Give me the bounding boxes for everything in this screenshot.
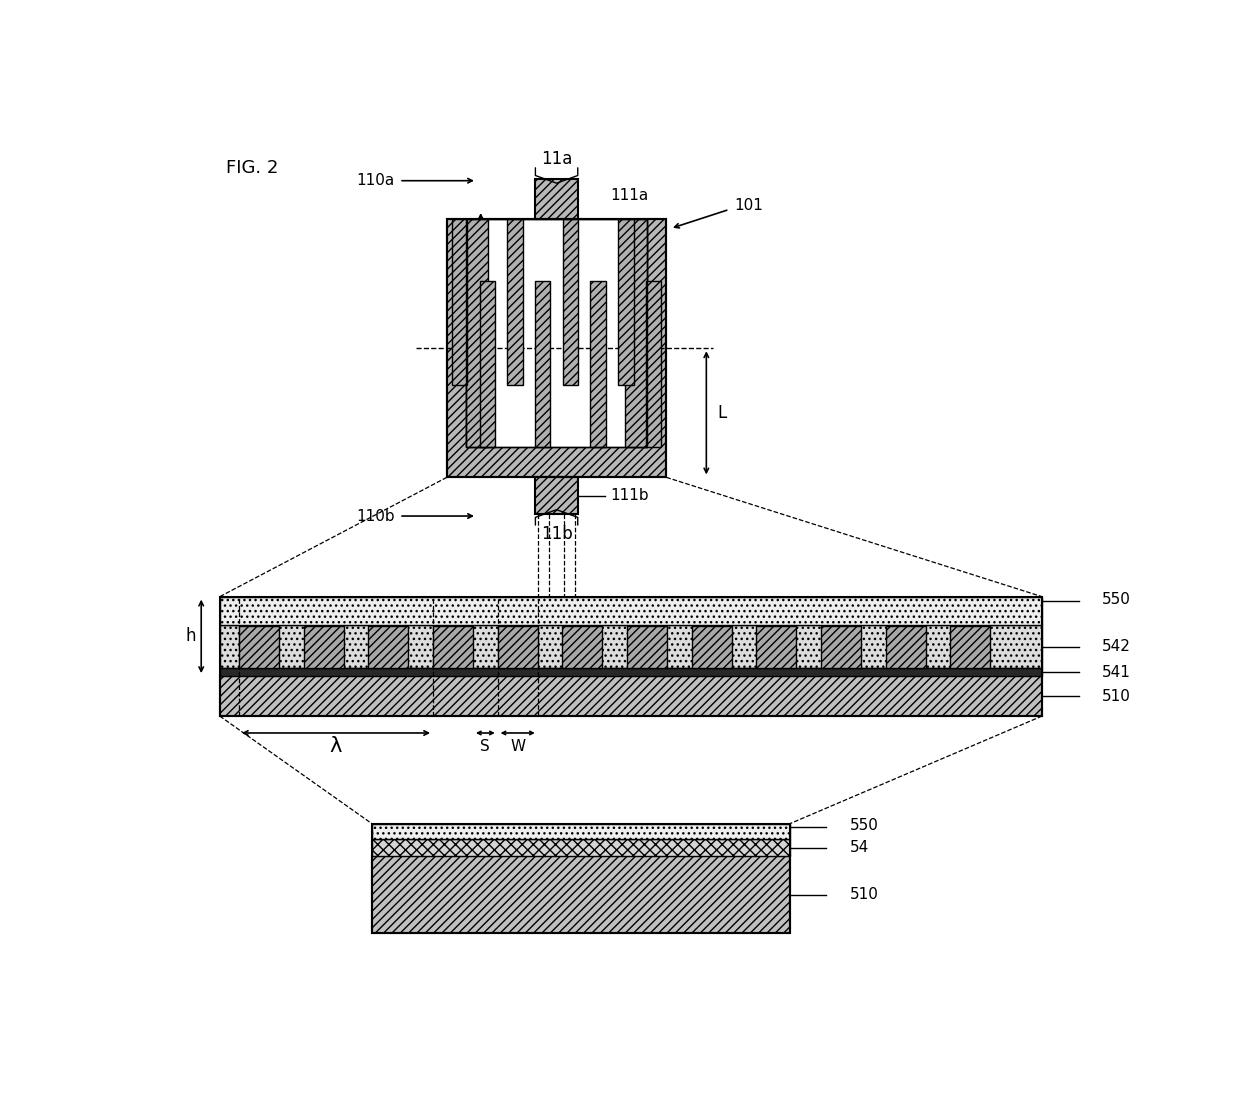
Bar bbox=[372, 839, 790, 856]
Text: 111a: 111a bbox=[610, 189, 649, 203]
Bar bbox=[625, 220, 647, 446]
Text: λ: λ bbox=[330, 737, 342, 756]
Bar bbox=[219, 668, 1042, 676]
Text: 510: 510 bbox=[1102, 689, 1131, 703]
Text: 550: 550 bbox=[849, 818, 878, 833]
Bar bbox=[446, 220, 666, 478]
Bar bbox=[219, 597, 1042, 625]
Bar bbox=[619, 220, 634, 385]
Bar bbox=[534, 281, 551, 446]
Bar bbox=[885, 626, 926, 667]
Text: S: S bbox=[480, 739, 490, 753]
Text: 101: 101 bbox=[734, 198, 763, 213]
Text: 542: 542 bbox=[1102, 639, 1131, 654]
Text: 11b: 11b bbox=[541, 526, 573, 543]
Bar bbox=[590, 281, 606, 446]
Bar bbox=[219, 597, 1042, 716]
Bar bbox=[372, 824, 790, 933]
Text: 11a: 11a bbox=[541, 150, 573, 167]
Text: 110a: 110a bbox=[356, 173, 394, 189]
Bar bbox=[563, 626, 603, 667]
Bar bbox=[536, 478, 578, 514]
Bar bbox=[372, 824, 790, 839]
Bar bbox=[950, 626, 991, 667]
Text: 541: 541 bbox=[1102, 665, 1131, 680]
Bar bbox=[627, 626, 667, 667]
Text: 110b: 110b bbox=[356, 509, 394, 523]
Bar bbox=[536, 179, 578, 220]
Text: L: L bbox=[717, 404, 727, 422]
Bar bbox=[219, 625, 1042, 668]
Text: W: W bbox=[510, 739, 526, 753]
Bar bbox=[497, 626, 538, 667]
Bar bbox=[756, 626, 796, 667]
Bar bbox=[646, 281, 661, 446]
Bar bbox=[368, 626, 408, 667]
Bar bbox=[239, 626, 279, 667]
Bar bbox=[563, 220, 578, 385]
Bar bbox=[446, 220, 666, 478]
Text: 510: 510 bbox=[849, 887, 878, 902]
Text: 550: 550 bbox=[1102, 593, 1131, 607]
Bar bbox=[692, 626, 732, 667]
Bar bbox=[219, 676, 1042, 716]
Bar bbox=[466, 220, 647, 446]
Bar bbox=[507, 220, 523, 385]
Bar bbox=[480, 281, 495, 446]
Bar bbox=[451, 220, 467, 385]
Bar bbox=[433, 626, 472, 667]
Text: h: h bbox=[185, 627, 196, 645]
Bar bbox=[466, 220, 487, 446]
Bar bbox=[304, 626, 343, 667]
Bar bbox=[372, 856, 790, 933]
Text: FIG. 2: FIG. 2 bbox=[226, 158, 278, 176]
Bar bbox=[466, 220, 647, 446]
Text: 111b: 111b bbox=[610, 489, 649, 503]
Text: 54: 54 bbox=[849, 840, 869, 855]
Bar bbox=[821, 626, 861, 667]
